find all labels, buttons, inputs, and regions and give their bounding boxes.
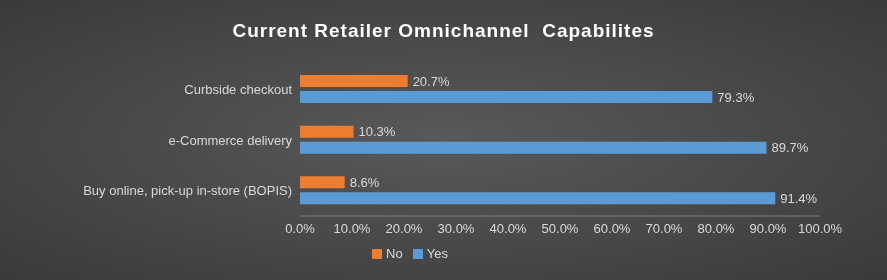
html-text:Current Retailer Omnichannel C: Current Retailer Omnichannel Capabilites <box>232 20 655 41</box>
svg-text:Buy online, pick-up in-store (: Buy online, pick-up in-store (BOPIS) <box>83 183 292 198</box>
svg-text:10.3%: 10.3% <box>359 124 396 139</box>
svg-text:100.0%: 100.0% <box>798 221 843 236</box>
svg-text:8.6%: 8.6% <box>350 175 380 190</box>
svg-text:20.7%: 20.7% <box>413 74 450 89</box>
svg-text:40.0%: 40.0% <box>490 221 527 236</box>
svg-text:30.0%: 30.0% <box>438 221 475 236</box>
svg-text:79.3%: 79.3% <box>717 90 754 105</box>
html-text:No: No <box>386 246 403 261</box>
svg-text:e-Commerce delivery: e-Commerce delivery <box>168 133 292 148</box>
svg-text:Curbside checkout: Curbside checkout <box>184 82 292 97</box>
svg-text:10.0%: 10.0% <box>334 221 371 236</box>
svg-text:0.0%: 0.0% <box>285 221 315 236</box>
svg-text:50.0%: 50.0% <box>542 221 579 236</box>
svg-text:20.0%: 20.0% <box>386 221 423 236</box>
svg-text:80.0%: 80.0% <box>698 221 735 236</box>
svg-text:91.4%: 91.4% <box>780 191 817 206</box>
svg-text:90.0%: 90.0% <box>750 221 787 236</box>
svg-text:70.0%: 70.0% <box>646 221 683 236</box>
svg-text:60.0%: 60.0% <box>594 221 631 236</box>
svg-text:89.7%: 89.7% <box>771 140 808 155</box>
html-text:Yes: Yes <box>426 246 448 261</box>
